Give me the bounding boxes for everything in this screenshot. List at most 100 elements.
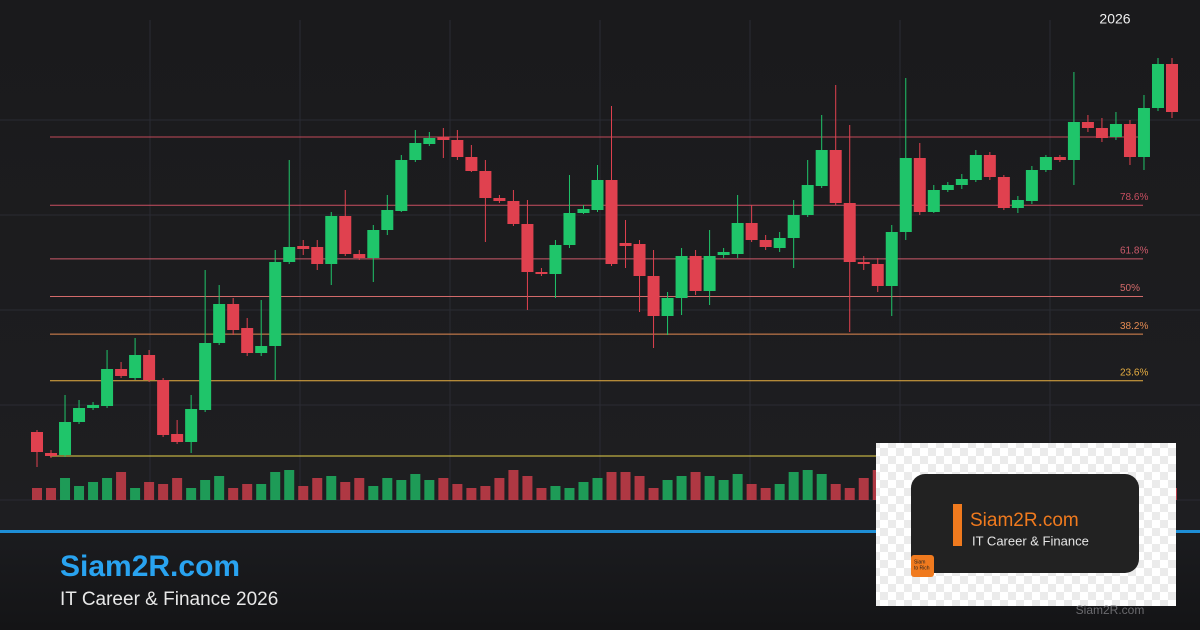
candle-body: [535, 272, 548, 274]
candle-body: [1166, 64, 1178, 112]
candle-body: [409, 143, 422, 160]
candle-body: [73, 408, 86, 422]
candle-body: [241, 328, 254, 353]
volume-bar: [312, 478, 323, 500]
candle-body: [325, 216, 338, 264]
candle-body: [297, 246, 310, 249]
candle-body: [1011, 200, 1024, 208]
candle-body: [437, 137, 450, 140]
candle-body: [899, 158, 912, 232]
volume-bar: [438, 478, 449, 500]
volume-bar: [228, 488, 239, 500]
candle-body: [633, 244, 646, 276]
volume-bar: [550, 486, 561, 500]
candle-body: [311, 247, 324, 264]
candle-body: [171, 434, 184, 442]
candle-body: [395, 160, 408, 211]
volume-bar: [508, 470, 519, 500]
volume-bar: [802, 470, 813, 500]
volume-bar: [214, 476, 225, 500]
logo-bar: [953, 504, 962, 546]
accent-line: [0, 530, 1200, 533]
volume-bar: [606, 472, 617, 500]
volume-bar: [774, 484, 785, 500]
candle-body: [1053, 157, 1066, 160]
volume-bar: [690, 472, 701, 500]
volume-bar: [186, 488, 197, 500]
volume-bar: [130, 488, 141, 500]
candle-body: [339, 216, 352, 254]
candle-body: [1039, 157, 1052, 170]
fib-label: 61.8%: [1120, 245, 1148, 256]
candle-body: [507, 201, 520, 224]
volume-bar: [858, 478, 869, 500]
candle-body: [857, 262, 870, 264]
logo-card: Siam2R.com IT Career & Finance Siam to R…: [876, 443, 1176, 606]
volume-bar: [46, 488, 57, 500]
volume-bar: [270, 472, 281, 500]
candle-body: [591, 180, 604, 210]
candle-body: [31, 432, 43, 452]
candle-body: [129, 355, 142, 378]
volume-bar: [60, 478, 71, 500]
candle-body: [115, 369, 128, 376]
volume-bar: [116, 472, 127, 500]
candle-body: [1151, 64, 1164, 108]
volume-bar: [746, 484, 757, 500]
candle-body: [661, 298, 674, 316]
candle-body: [381, 210, 394, 230]
candle-body: [745, 223, 758, 240]
volume-bar: [200, 480, 211, 500]
candle-body: [1109, 124, 1122, 137]
volume-bar: [452, 484, 463, 500]
volume-bar: [340, 482, 351, 500]
candle-body: [605, 180, 618, 264]
candle-body: [1081, 122, 1094, 128]
volume-bar: [760, 488, 771, 500]
candle-body: [717, 252, 730, 255]
candle-body: [647, 276, 660, 316]
volume-bar: [242, 484, 253, 500]
candle-body: [913, 158, 926, 212]
watermark: Siam2R.com: [1076, 603, 1145, 617]
candle-body: [521, 224, 534, 272]
candle-body: [983, 155, 996, 177]
volume-bar: [662, 480, 673, 500]
volume-bar: [354, 478, 365, 500]
candle-body: [479, 171, 492, 198]
candle-body: [997, 177, 1010, 208]
candle-body: [1123, 124, 1136, 157]
candle-body: [689, 256, 702, 291]
candle-body: [801, 185, 814, 215]
candle-body: [969, 155, 982, 180]
candle-body: [549, 245, 562, 274]
volume-bar: [480, 486, 491, 500]
candle-body: [213, 304, 226, 343]
candle-body: [423, 138, 436, 144]
candle-body: [367, 230, 380, 258]
volume-bar: [32, 488, 42, 500]
candle-body: [87, 405, 100, 408]
volume-bar: [648, 488, 659, 500]
volume-bar: [732, 474, 743, 500]
volume-bar: [368, 486, 379, 500]
volume-bar: [466, 488, 477, 500]
volume-bar: [158, 484, 169, 500]
candle-body: [255, 346, 268, 353]
candle-body: [815, 150, 828, 186]
chart: 78.6% 61.8% 50% 38.2% 23.6%: [31, 58, 1178, 500]
candle-body: [451, 140, 464, 157]
fib-label: 38.2%: [1120, 321, 1148, 332]
volume-bar: [144, 482, 155, 500]
volume-bar: [830, 484, 841, 500]
fib-label: 23.6%: [1120, 367, 1148, 378]
volume-bar: [326, 476, 337, 500]
candle-body: [675, 256, 688, 298]
candle-body: [955, 179, 968, 185]
volume-bar: [788, 472, 799, 500]
logo-panel: [911, 474, 1139, 573]
volume-bar: [410, 474, 421, 500]
volume-bar: [298, 486, 309, 500]
